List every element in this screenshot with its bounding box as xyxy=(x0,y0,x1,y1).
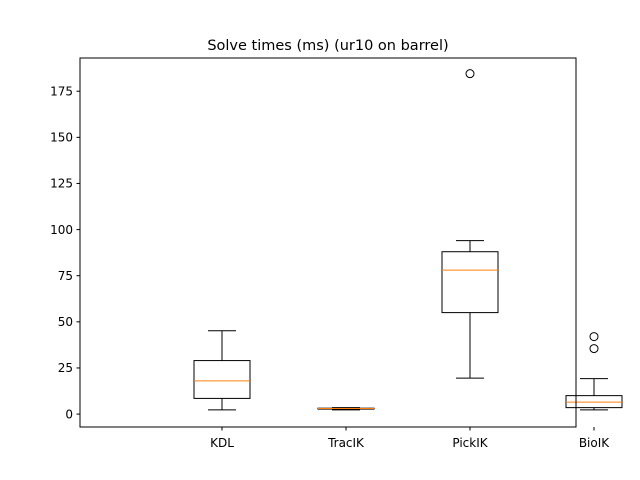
x-tick-label: TracIK xyxy=(327,436,365,450)
plot-area: 0 25 50 75 100 125 150 175 KDL TracIK PickIK BioIK xyxy=(50,69,623,450)
y-tick-label: 0 xyxy=(65,407,73,421)
y-tick-label: 100 xyxy=(50,223,73,237)
y-tick-label: 175 xyxy=(50,84,73,98)
y-tick-label: 75 xyxy=(58,269,73,283)
outlier-point xyxy=(589,344,599,354)
x-tick-label: KDL xyxy=(210,436,234,450)
y-tick-label: 150 xyxy=(50,131,73,145)
y-tick-label: 50 xyxy=(58,315,73,329)
iqr-box xyxy=(193,360,251,399)
outlier-point xyxy=(465,69,475,79)
chart-title: Solve times (ms) (ur10 on barrel) xyxy=(207,38,448,54)
y-tick-label: 125 xyxy=(50,177,73,191)
iqr-box xyxy=(441,251,499,314)
x-tick-label: BioIK xyxy=(579,436,610,450)
axes-frame xyxy=(79,57,577,428)
outlier-point xyxy=(589,332,599,342)
x-tick-label: PickIK xyxy=(452,436,488,450)
y-tick-label: 25 xyxy=(58,361,73,375)
